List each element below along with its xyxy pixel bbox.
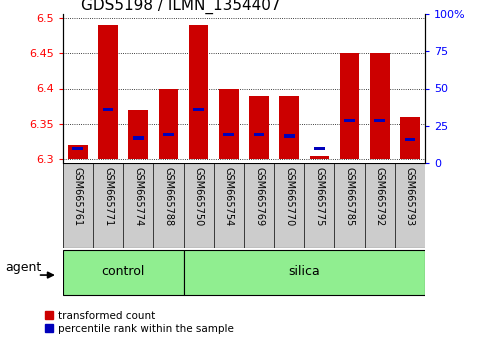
Bar bbox=[405, 138, 415, 141]
Bar bbox=[224, 133, 234, 136]
Text: GSM665788: GSM665788 bbox=[163, 167, 173, 226]
Bar bbox=[254, 133, 264, 136]
Bar bbox=[158, 88, 178, 159]
Text: silica: silica bbox=[288, 265, 320, 278]
Bar bbox=[98, 25, 118, 159]
Legend: transformed count, percentile rank within the sample: transformed count, percentile rank withi… bbox=[44, 310, 235, 335]
Bar bbox=[163, 133, 174, 136]
Text: GSM665785: GSM665785 bbox=[344, 167, 355, 226]
Text: GDS5198 / ILMN_1354407: GDS5198 / ILMN_1354407 bbox=[81, 0, 281, 14]
Bar bbox=[184, 250, 425, 295]
Text: GSM665793: GSM665793 bbox=[405, 167, 415, 226]
Bar bbox=[279, 96, 299, 159]
Bar bbox=[68, 145, 88, 159]
Text: GSM665770: GSM665770 bbox=[284, 167, 294, 226]
Bar bbox=[219, 88, 239, 159]
Bar bbox=[133, 136, 143, 140]
Bar bbox=[344, 119, 355, 122]
Text: GSM665774: GSM665774 bbox=[133, 167, 143, 226]
Text: agent: agent bbox=[5, 261, 41, 274]
Text: GSM665754: GSM665754 bbox=[224, 167, 234, 226]
Bar bbox=[314, 147, 325, 150]
Bar bbox=[193, 108, 204, 112]
Text: control: control bbox=[101, 265, 145, 278]
Text: GSM665750: GSM665750 bbox=[194, 167, 204, 226]
Bar bbox=[249, 96, 269, 159]
Text: GSM665761: GSM665761 bbox=[73, 167, 83, 226]
Bar bbox=[103, 108, 114, 112]
Bar bbox=[374, 119, 385, 122]
Text: GSM665771: GSM665771 bbox=[103, 167, 113, 226]
Bar bbox=[340, 53, 359, 159]
Text: GSM665769: GSM665769 bbox=[254, 167, 264, 226]
Bar bbox=[63, 250, 184, 295]
Bar bbox=[189, 25, 209, 159]
Text: GSM665792: GSM665792 bbox=[375, 167, 385, 226]
Bar bbox=[284, 134, 295, 138]
Text: GSM665775: GSM665775 bbox=[314, 167, 325, 227]
Bar bbox=[72, 147, 83, 150]
Bar bbox=[310, 156, 329, 159]
Bar bbox=[400, 117, 420, 159]
Bar bbox=[128, 110, 148, 159]
Bar bbox=[370, 53, 390, 159]
